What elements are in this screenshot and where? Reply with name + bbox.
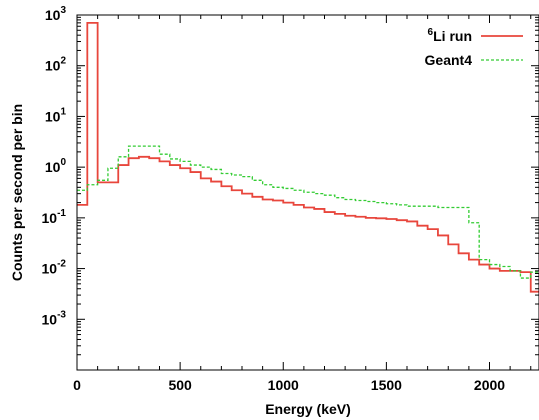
y-tick-label: 103 [45, 5, 67, 23]
y-tick-label: 10-3 [42, 309, 67, 327]
x-tick-label: 2000 [474, 377, 505, 393]
series-line-li-run [77, 21, 539, 293]
series-layer [77, 21, 539, 293]
series-line-geant4 [77, 145, 539, 279]
y-tick-label: 102 [45, 56, 67, 74]
y-tick-label: 10-2 [42, 259, 67, 277]
x-tick-label: 1500 [371, 377, 402, 393]
y-tick-label: 10-1 [42, 208, 67, 226]
plot-frame [76, 14, 539, 371]
tick-layer: 0 500 1000 1500 2000 10-3 10-2 10-1 100 101 102 103 [42, 5, 539, 393]
y-tick-label: 101 [45, 106, 67, 124]
x-tick-label: 1000 [268, 377, 299, 393]
y-axis-title: Counts per second per bin [9, 104, 25, 281]
legend-label: Geant4 [425, 52, 473, 68]
x-axis-title: Energy (keV) [265, 401, 351, 417]
x-tick-label: 500 [168, 377, 192, 393]
x-tick-label: 0 [73, 377, 81, 393]
legend: 6Li run Geant4 [425, 27, 523, 68]
y-tick-label: 100 [45, 157, 67, 175]
legend-label: 6Li run [428, 27, 472, 44]
